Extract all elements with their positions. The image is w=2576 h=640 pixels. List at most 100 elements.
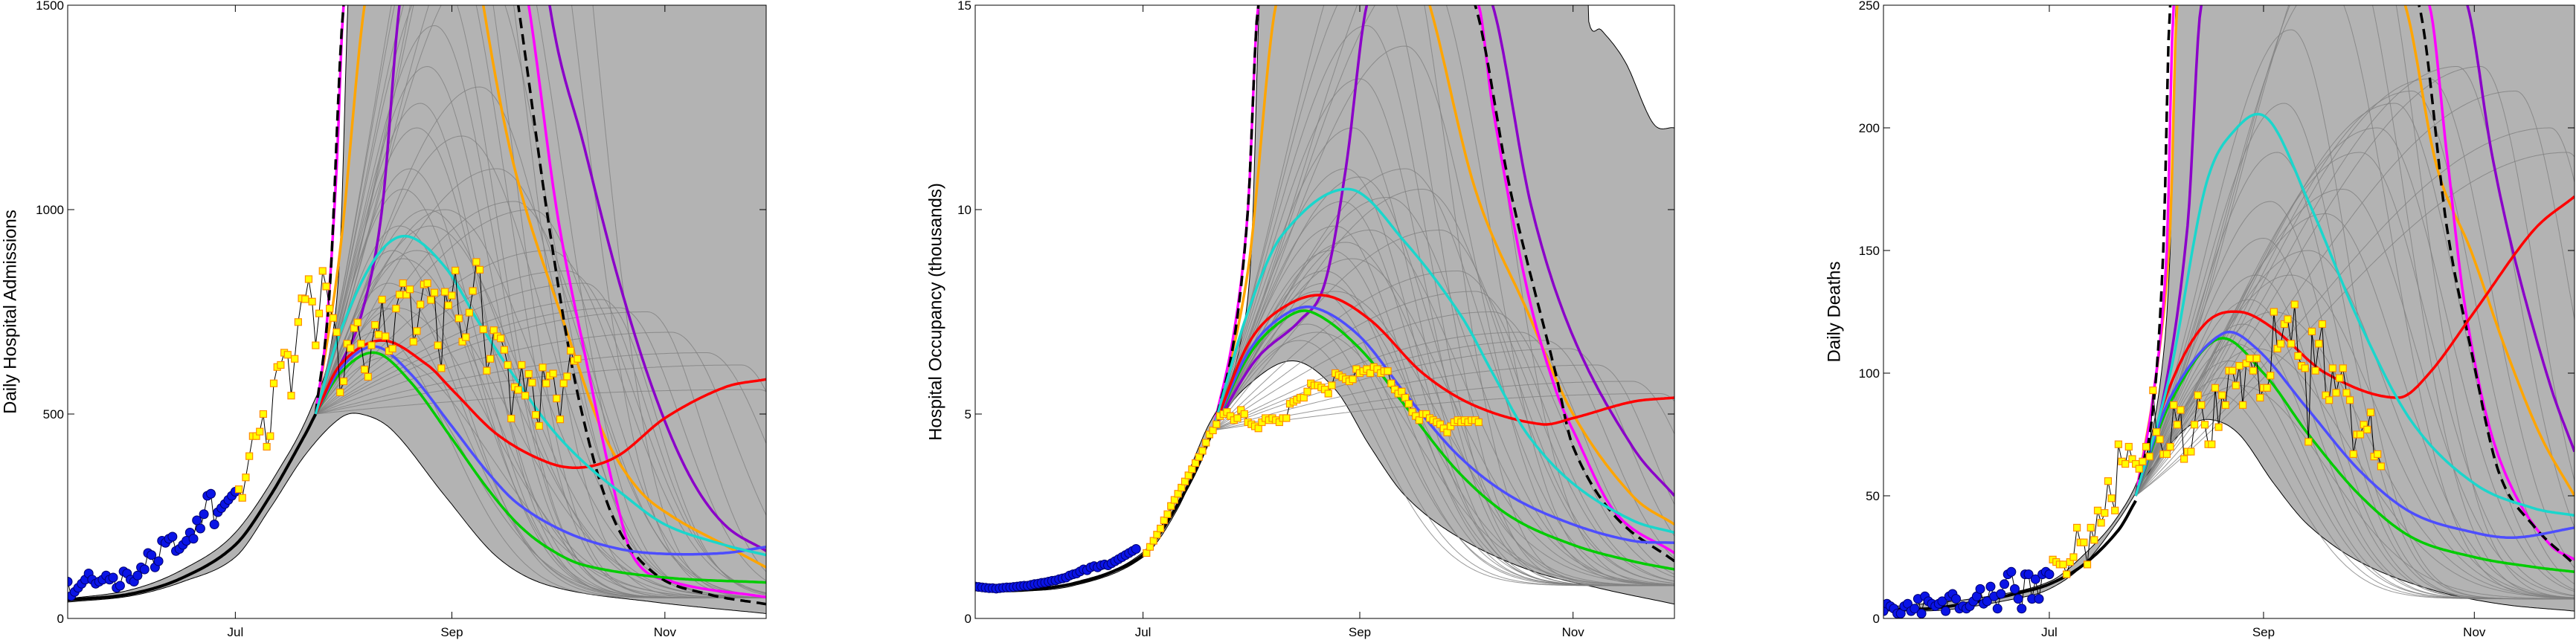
- x-tick-label: Sep: [1349, 625, 1371, 639]
- plot-area: [975, 5, 1674, 605]
- observed-recent-point: [2252, 355, 2261, 363]
- ensemble-curve-18: [1212, 230, 1674, 586]
- observed-recent-point: [2208, 440, 2216, 448]
- observed-recent-point: [2211, 384, 2220, 392]
- observed-early-point: [192, 515, 202, 526]
- y-tick-label: 0: [1873, 612, 1880, 626]
- observed-recent-point: [532, 410, 540, 419]
- scenario-curve-purple: [314, 5, 766, 552]
- scenario-curve-magenta: [2134, 5, 2575, 561]
- observed-recent-point: [291, 355, 299, 363]
- observed-recent-point: [1198, 447, 1207, 455]
- observed-recent-point: [2069, 553, 2078, 561]
- observed-recent-point: [440, 288, 449, 296]
- x-tick-label: Sep: [440, 625, 463, 639]
- scenario-curve-red: [1211, 294, 1674, 431]
- observed-recent-point: [2197, 401, 2206, 410]
- axes-frame: [67, 4, 767, 619]
- observed-recent-point: [479, 326, 487, 334]
- observed-early-point: [195, 523, 205, 534]
- observed-recent-point: [2135, 465, 2143, 473]
- observed-recent-point: [2342, 389, 2351, 397]
- ensemble-curve-30: [315, 299, 766, 595]
- observed-recent-point: [283, 351, 292, 359]
- observed-recent-point: [2124, 442, 2133, 451]
- chart-panel-2: 0 5 10 15 Jul Sep Nov Hospital Occupancy (thous…: [926, 0, 1675, 639]
- x-tick-label: Nov: [654, 625, 677, 639]
- observed-recent-point: [2156, 435, 2164, 444]
- ensemble-curve-36: [1212, 242, 1674, 586]
- ensemble-curve-33: [315, 332, 766, 516]
- scenario-curve-magenta: [1211, 5, 1674, 555]
- observed-recent-point: [423, 279, 431, 288]
- x-tick-label: Sep: [2252, 625, 2275, 639]
- observed-recent-point: [392, 305, 400, 313]
- observed-recent-point: [469, 287, 477, 295]
- y-axis-label: Hospital Occupancy (thousands): [926, 183, 946, 441]
- observed-recent-point: [417, 300, 425, 308]
- observed-recent-point: [497, 334, 505, 343]
- observed-early-point: [1985, 581, 1996, 592]
- observed-recent-point: [2232, 381, 2240, 390]
- observed-recent-point: [364, 372, 372, 381]
- observed-early-point: [108, 572, 118, 583]
- observed-recent-point: [475, 265, 484, 274]
- observed-recent-point: [462, 333, 470, 341]
- observed-recent-point: [333, 328, 341, 337]
- chart-panel-3: 0 50 100 150 200 250 Jul Sep Nov Daily Deaths: [1825, 0, 2575, 639]
- scenario-curve-purple: [2134, 5, 2575, 497]
- observed-recent-point: [2190, 421, 2199, 429]
- observed-recent-point: [2304, 438, 2313, 446]
- observed-recent-point: [472, 258, 481, 266]
- scenario-curve-cyan: [2134, 112, 2575, 517]
- observed-recent-point: [360, 365, 369, 374]
- observed-early-point: [188, 534, 199, 544]
- observed-early-point: [1975, 584, 1985, 594]
- observed-recent-point: [535, 421, 543, 430]
- ensemble-curve-32: [315, 311, 766, 572]
- observed-recent-point: [318, 267, 327, 275]
- observed-recent-point: [553, 394, 561, 403]
- observed-early-point: [2013, 594, 2023, 604]
- observed-recent-point: [504, 361, 512, 369]
- observed-early-point: [2000, 579, 2010, 589]
- observed-recent-point: [465, 308, 474, 317]
- y-tick-label: 50: [1866, 489, 1880, 503]
- observed-early-point: [209, 520, 219, 529]
- observed-early-point: [1951, 594, 1962, 604]
- observed-recent-point: [2194, 391, 2202, 399]
- ensemble-curve-25: [1212, 311, 1674, 578]
- observed-recent-point: [287, 392, 295, 400]
- observed-recent-point: [2149, 386, 2157, 395]
- observed-recent-point: [2270, 308, 2278, 316]
- observed-recent-point: [452, 266, 460, 275]
- observed-recent-point: [2238, 401, 2247, 410]
- observed-recent-point: [2287, 340, 2296, 348]
- observed-recent-point: [294, 318, 302, 326]
- observed-recent-point: [2218, 391, 2226, 399]
- scenario-curve-black-dashed: [314, 5, 766, 606]
- observed-recent-point: [2162, 450, 2171, 459]
- observed-recent-point: [315, 309, 324, 317]
- y-axis-label: Daily Hospital Admissions: [1, 210, 21, 414]
- observed-recent-point: [1233, 414, 1242, 422]
- observed-recent-point: [2363, 425, 2371, 434]
- observed-early-point: [1992, 604, 2002, 614]
- observed-early-point: [2006, 566, 2017, 577]
- scenario-curve-cyan: [1211, 187, 1674, 534]
- observed-recent-point: [2200, 421, 2209, 429]
- ensemble-curve-37: [1212, 176, 1674, 586]
- observed-recent-point: [2339, 364, 2347, 372]
- observed-recent-point: [322, 282, 330, 291]
- observed-recent-point: [395, 291, 404, 299]
- y-tick-label: 10: [957, 203, 971, 217]
- observed-recent-point: [2152, 428, 2161, 436]
- observed-recent-point: [514, 386, 522, 394]
- observed-recent-point: [559, 379, 568, 387]
- observed-early-point: [147, 550, 157, 560]
- observed-recent-point: [1303, 387, 1311, 395]
- observed-recent-point: [2145, 453, 2153, 461]
- scenario-curve-orange: [1211, 5, 1674, 526]
- observed-recent-point: [2166, 442, 2174, 451]
- ensemble-curve-32: [1212, 45, 1674, 586]
